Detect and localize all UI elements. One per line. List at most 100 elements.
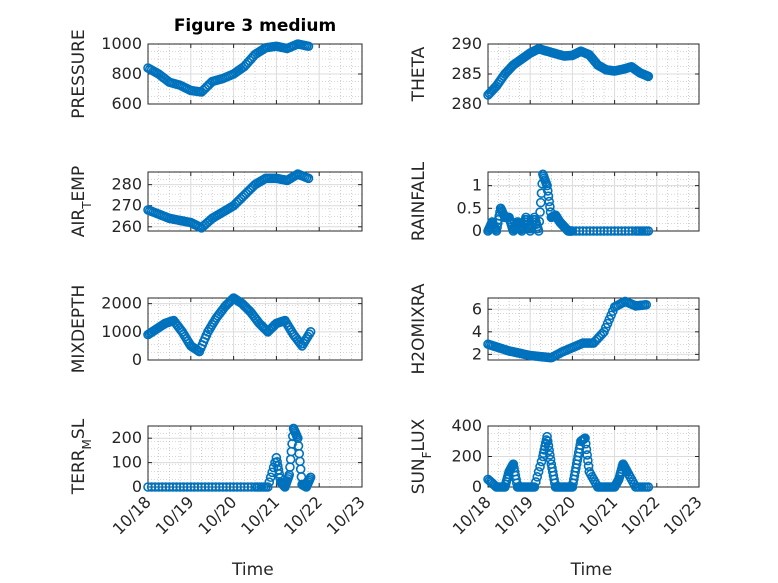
data-point-interp <box>542 436 553 447</box>
data-point <box>643 226 654 236</box>
x-tick-label: 10/19 <box>491 492 537 538</box>
subplot-3: 260 270 280 AIRTEMP <box>69 166 363 237</box>
x-tick-label: 10/23 <box>660 492 706 538</box>
data-point <box>542 180 552 191</box>
data-point-interp <box>616 226 627 236</box>
data-point-interp <box>243 482 253 492</box>
y-tick-label: 200 <box>111 428 142 447</box>
data-point <box>263 482 273 492</box>
data-point-interp <box>175 482 185 492</box>
data-point-interp <box>543 441 554 451</box>
data-point-interp <box>265 472 276 483</box>
data-point-interp <box>543 191 554 202</box>
data-point <box>641 299 652 310</box>
data-point-interp <box>168 482 178 492</box>
data-point <box>186 482 196 492</box>
data-point-interp <box>535 461 545 472</box>
data-point-interp <box>581 226 592 236</box>
y-tick-label: 0 <box>472 221 482 240</box>
y-axis-label: MIXDEPTH <box>69 285 89 374</box>
data-point <box>207 482 217 492</box>
y-tick-label: 200 <box>451 447 482 466</box>
axes-box <box>147 171 363 232</box>
y-tick-label: 260 <box>111 217 142 236</box>
data-point-interp <box>532 472 543 482</box>
axes-box <box>487 297 700 361</box>
ylabel-rest: LUX <box>409 418 429 451</box>
data-point-interp <box>146 482 157 492</box>
chart-title: Figure 3 medium <box>174 16 336 36</box>
data-point <box>580 433 590 444</box>
x-tick-label: 10/20 <box>533 492 579 538</box>
subplot-1: 600 800 1000 PRESSURE Figure 3 medium <box>69 16 363 119</box>
data-point-interp <box>225 482 235 492</box>
data-point-interp <box>218 482 228 492</box>
data-point <box>588 226 599 236</box>
y-axis-label: AIRTEMP <box>69 166 94 237</box>
data-point-interp <box>535 207 545 217</box>
data-point <box>164 482 175 492</box>
data-point-interp <box>239 482 250 492</box>
series-markers <box>483 169 654 236</box>
data-point-interp <box>602 226 613 236</box>
data-point-interp <box>178 482 189 492</box>
data-point-interp <box>544 445 554 456</box>
x-tick-label: 10/18 <box>449 492 495 538</box>
y-tick-label: 1000 <box>101 322 142 341</box>
data-point-interp <box>200 482 210 492</box>
data-point <box>643 71 654 82</box>
data-point-interp <box>189 482 200 492</box>
data-point-interp <box>623 226 634 236</box>
ylabel-main: AIR <box>69 209 89 238</box>
series-markers <box>483 431 654 492</box>
subplot-2: 280 285 290 THETA <box>409 34 700 113</box>
y-tick-label: 6 <box>472 299 482 318</box>
data-point-interp <box>592 226 602 236</box>
data-point-interp <box>583 455 593 466</box>
data-point-interp <box>620 226 630 236</box>
series-markers <box>143 293 316 357</box>
y-axis-label: PRESSURE <box>69 29 89 118</box>
data-point-interp <box>261 325 272 336</box>
y-tick-label: 4 <box>472 322 482 341</box>
x-tick-label: 10/22 <box>618 492 664 538</box>
ylabel-subscript: F <box>420 451 434 458</box>
data-point-interp <box>264 477 275 487</box>
ylabel-main: SUN <box>409 458 429 494</box>
data-point-interp <box>210 482 221 492</box>
x-axis-label: Time <box>570 560 613 580</box>
ylabel-rest: EMP <box>69 166 89 202</box>
data-point-interp <box>153 482 164 492</box>
y-axis-label: TERRMSL <box>69 418 94 495</box>
data-point-interp <box>574 226 585 236</box>
data-point <box>533 226 544 236</box>
data-point-interp <box>571 226 581 236</box>
y-tick-label: 1 <box>472 176 482 195</box>
data-point <box>303 173 314 184</box>
series-markers <box>143 39 314 97</box>
y-tick-label: 1000 <box>101 34 142 53</box>
data-point-interp <box>150 482 160 492</box>
data-point <box>305 472 316 483</box>
data-point-interp <box>581 444 592 455</box>
x-tick-label: 10/20 <box>194 492 240 538</box>
ylabel-subscript: T <box>80 201 94 210</box>
y-tick-label: 600 <box>111 94 142 113</box>
subplot-5: 0 1000 2000 MIXDEPTH <box>69 285 363 374</box>
x-tick-label: 10/22 <box>280 492 326 538</box>
data-point-interp <box>203 482 214 492</box>
ylabel-rest: SL <box>69 418 89 439</box>
data-point-interp <box>193 482 203 492</box>
data-point <box>567 226 578 236</box>
data-point-interp <box>157 482 168 492</box>
data-point <box>643 482 654 492</box>
series-markers <box>483 43 654 100</box>
data-point-interp <box>585 226 595 236</box>
y-tick-label: 2 <box>472 344 482 363</box>
y-axis-label: RAINFALL <box>409 161 429 241</box>
data-point-interp <box>232 482 242 492</box>
data-point <box>305 327 316 337</box>
y-tick-label: 280 <box>451 94 482 113</box>
series-markers <box>483 296 652 363</box>
data-point <box>228 482 239 492</box>
